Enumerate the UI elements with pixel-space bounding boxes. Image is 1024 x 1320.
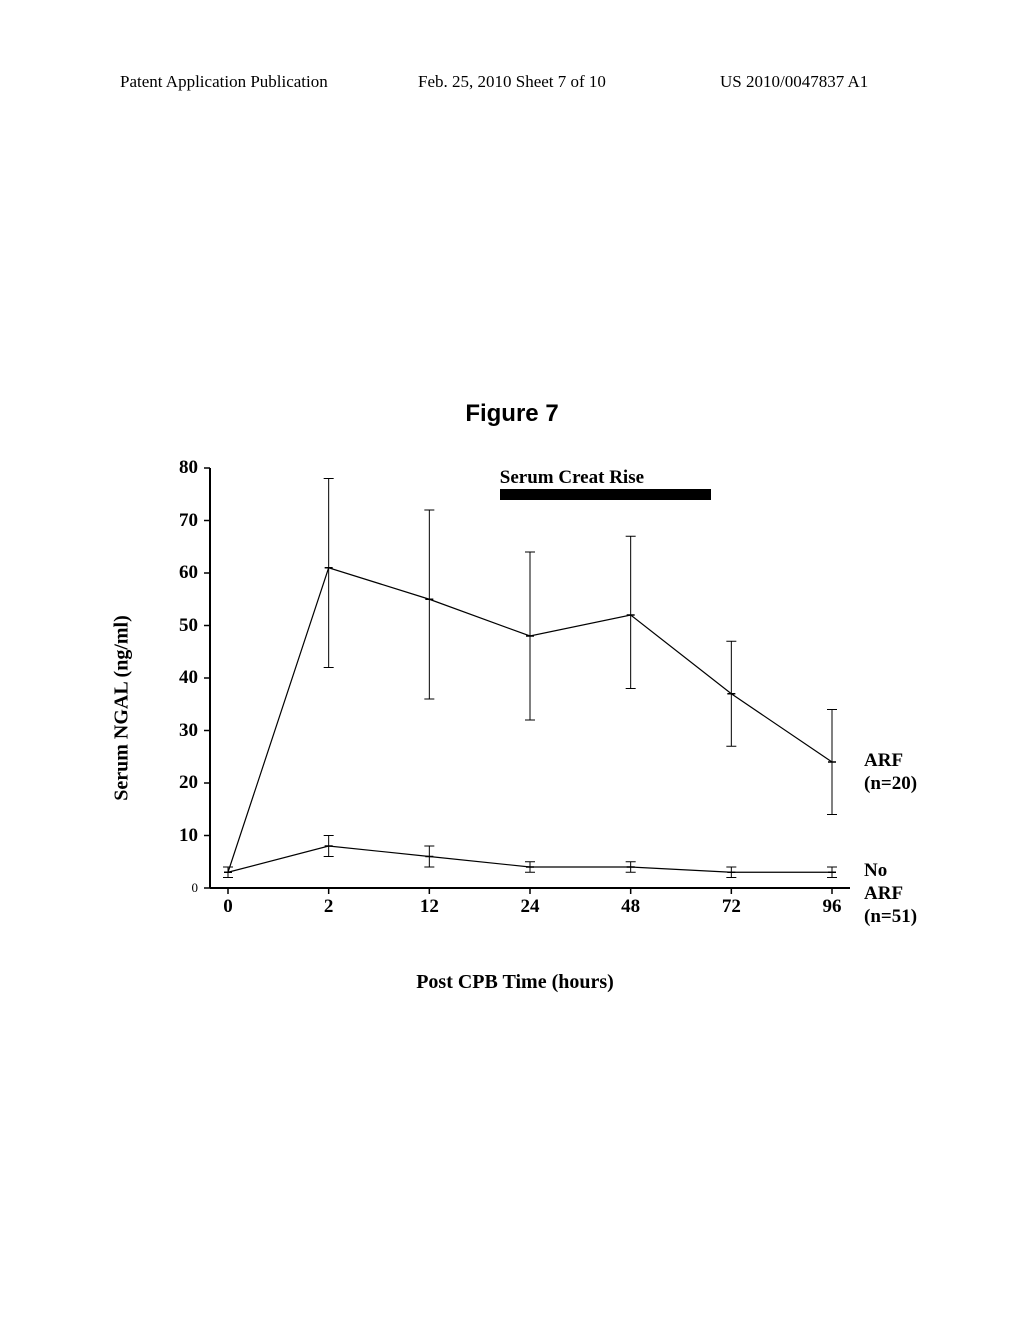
x-tick-label: 48 xyxy=(621,896,640,918)
y-tick-label: 70 xyxy=(179,510,198,532)
y-axis-label: Serum NGAL (ng/ml) xyxy=(111,615,134,801)
serum-creat-rise-bar xyxy=(500,489,711,500)
x-tick-label: 12 xyxy=(420,896,439,918)
x-tick-label: 0 xyxy=(223,896,233,918)
y-tick-label: 60 xyxy=(179,562,198,584)
figure-title: Figure 7 xyxy=(0,400,1024,428)
y-tick-label: 80 xyxy=(179,457,198,479)
y-tick-label: 20 xyxy=(179,772,198,794)
y-tick-label: 10 xyxy=(179,825,198,847)
header-right: US 2010/0047837 A1 xyxy=(720,72,868,92)
y-tick-label: 40 xyxy=(179,667,198,689)
x-tick-label: 72 xyxy=(722,896,741,918)
x-tick-label: 24 xyxy=(521,896,540,918)
y-tick-label: 50 xyxy=(179,615,198,637)
header-left: Patent Application Publication xyxy=(120,72,328,92)
y-tick-label: 30 xyxy=(179,720,198,742)
header-center: Feb. 25, 2010 Sheet 7 of 10 xyxy=(418,72,606,92)
x-axis-label: Post CPB Time (hours) xyxy=(416,971,614,994)
series-label-arf: ARF(n=20) xyxy=(864,750,917,796)
serum-creat-rise-label: Serum Creat Rise xyxy=(500,467,644,489)
chart-svg xyxy=(210,468,850,888)
x-tick-label: 2 xyxy=(324,896,334,918)
chart: Serum NGAL (ng/ml) 010203040506070800212… xyxy=(130,468,900,948)
y-tick-label: 0 xyxy=(192,880,199,896)
x-tick-label: 96 xyxy=(823,896,842,918)
series-label-no-arf: No ARF(n=51) xyxy=(864,860,917,928)
plot-area: 01020304050607080021224487296Serum Creat… xyxy=(210,468,850,888)
